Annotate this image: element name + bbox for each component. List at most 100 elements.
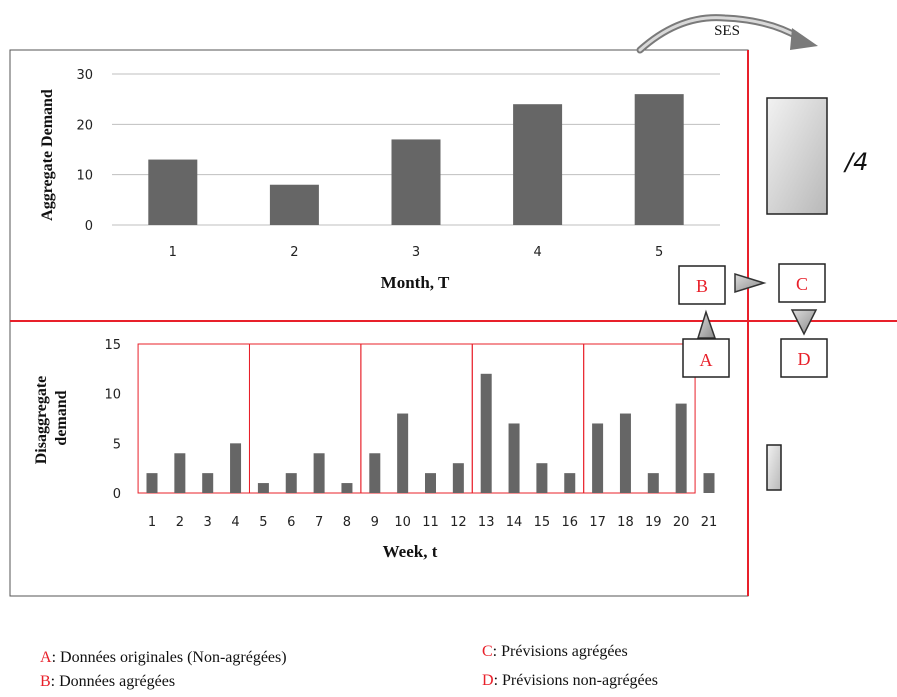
x-axis-label-month: Month, T (381, 273, 450, 292)
box-b-frame (678, 265, 726, 305)
arrow-a-to-b (696, 309, 717, 339)
legend-key-c: C (482, 643, 493, 660)
bar (285, 473, 297, 493)
x-tick-label: 16 (561, 515, 578, 530)
y-tick-label: 15 (104, 338, 121, 353)
y-axis-label-disaggregate: Disaggregate demand (33, 372, 70, 465)
label-box-b: B (678, 265, 726, 305)
arrow-b-to-c (734, 272, 767, 294)
legend-text-d: : Prévisions non-agrégées (494, 672, 658, 689)
bar (397, 413, 409, 493)
legend: A: Données originales (Non-agrégées) B: … (40, 643, 658, 690)
y-axis-label-line-2: demand (53, 390, 70, 445)
ses-arrow-head (790, 28, 818, 50)
month-group-frame (583, 343, 696, 494)
bar (269, 184, 319, 225)
x-tick-label: 3 (204, 515, 212, 530)
x-tick-label: 13 (478, 515, 495, 530)
ses-arrow: SES (636, 14, 818, 54)
box-c-label: C (796, 274, 808, 294)
x-tick-label: 14 (506, 515, 523, 530)
aggregate-forecast-box (766, 97, 828, 215)
legend-item-c: C: Prévisions agrégées (482, 643, 628, 660)
x-tick-label: 15 (534, 515, 551, 530)
legend-item-a: A: Données originales (Non-agrégées) (40, 649, 287, 666)
aggregate-demand-chart: 0 10 20 30 1 2 3 4 5 Month, T Aggregate Demand (39, 68, 720, 292)
y-tick-label: 5 (113, 437, 121, 452)
bar (391, 139, 441, 225)
legend-key-d: D (482, 672, 494, 689)
x-tick-label: 2 (290, 245, 298, 260)
bar (230, 443, 242, 493)
legend-item-b: B: Données agrégées (40, 673, 175, 690)
bar (536, 463, 548, 493)
x-tick-label: 3 (412, 245, 420, 260)
x-tick-label: 1 (148, 515, 156, 530)
x-tick-label: 4 (231, 515, 239, 530)
week-label-text: Week, t (383, 542, 438, 561)
bar (703, 473, 715, 493)
box-d-label: D (798, 349, 811, 369)
bar (202, 473, 214, 493)
x-tick-label: 7 (315, 515, 323, 530)
box-a-label: A (700, 350, 713, 370)
label-box-d: D (780, 338, 828, 378)
disaggregate-forecast-box (766, 444, 782, 491)
y-tick-label: 10 (104, 388, 121, 403)
box-a-frame (682, 338, 730, 378)
divide-by-four-label: /4 (843, 148, 868, 176)
x-tick-label: 9 (371, 515, 379, 530)
x-tick-label: 10 (394, 515, 411, 530)
box-d-frame (780, 338, 828, 378)
x-tick-label: 18 (617, 515, 634, 530)
bar (513, 104, 563, 225)
legend-text-a: : Données originales (Non-agrégées) (52, 649, 287, 666)
bar (619, 413, 631, 493)
bar (257, 483, 269, 493)
y-tick-label: 0 (85, 219, 93, 234)
bar (647, 473, 659, 493)
ses-label: SES (714, 23, 740, 39)
box-c-frame (778, 263, 826, 303)
bar (425, 473, 436, 493)
x-tick-label: 6 (287, 515, 295, 530)
x-tick-label: 4 (533, 245, 541, 260)
box-b-label: B (696, 276, 708, 296)
label-box-c: C (778, 263, 826, 303)
bar (146, 473, 158, 493)
bar (564, 473, 576, 493)
arrow-c-to-d (790, 309, 818, 336)
bar (148, 159, 198, 225)
y-tick-label: 0 (113, 487, 121, 502)
legend-text-c: : Prévisions agrégées (493, 643, 628, 660)
y-axis-label-aggregate: Aggregate Demand (39, 89, 56, 221)
bar (369, 453, 381, 493)
x-tick-label: 21 (701, 515, 718, 530)
y-tick-label: 20 (76, 118, 93, 133)
legend-key-b: B (40, 673, 51, 690)
x-tick-label: 8 (343, 515, 351, 530)
bar (508, 423, 520, 493)
x-tick-label: 1 (169, 245, 177, 260)
x-tick-label: 2 (176, 515, 184, 530)
outer-frame (9, 49, 749, 597)
legend-item-d: D: Prévisions non-agrégées (482, 672, 658, 689)
legend-key-a: A (40, 649, 52, 666)
x-tick-label: 5 (259, 515, 267, 530)
bar (341, 483, 353, 493)
x-tick-label: 17 (589, 515, 606, 530)
y-axis-label-line-1: Disaggregate (33, 376, 50, 465)
bar (634, 94, 684, 225)
bar (174, 453, 186, 493)
x-tick-label: 12 (450, 515, 467, 530)
bar (480, 373, 492, 493)
y-tick-label: 10 (76, 169, 93, 184)
bar (452, 463, 464, 493)
y-tick-label: 30 (76, 68, 93, 83)
legend-text-b: : Données agrégées (51, 673, 175, 690)
x-tick-label: 19 (645, 515, 662, 530)
bar (313, 453, 325, 493)
bar (592, 423, 604, 493)
